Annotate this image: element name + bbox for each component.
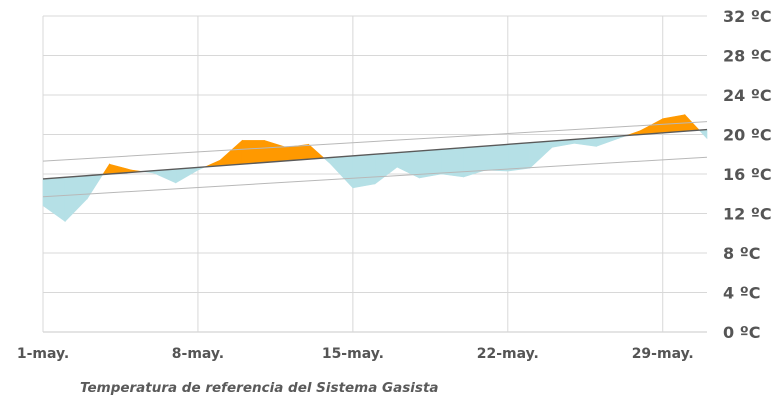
area-below-reference bbox=[352, 153, 376, 189]
x-tick-label: 8-may. bbox=[172, 346, 224, 362]
y-tick-label: 28 ºC bbox=[723, 47, 772, 66]
area-above-reference bbox=[219, 139, 243, 167]
area-below-reference bbox=[330, 155, 354, 189]
chart-title: Temperatura de referencia del Sistema Ga… bbox=[80, 380, 439, 396]
y-tick-label: 16 ºC bbox=[723, 165, 772, 184]
lower-band-line bbox=[42, 156, 708, 198]
area-above-reference bbox=[241, 140, 265, 165]
x-tick-label: 1-may. bbox=[17, 346, 69, 362]
area-below-reference bbox=[64, 175, 88, 223]
reference-line bbox=[42, 128, 708, 180]
area-above-reference bbox=[308, 143, 325, 160]
y-tick-label: 4 ºC bbox=[723, 284, 760, 303]
x-tick-label: 29-may. bbox=[632, 346, 694, 362]
area-below-reference bbox=[463, 145, 486, 178]
y-tick-label: 20 ºC bbox=[723, 126, 772, 145]
upper-band-line bbox=[42, 121, 708, 162]
area-above-reference bbox=[640, 118, 664, 135]
x-tick-label: 22-may. bbox=[477, 346, 539, 362]
area-above-reference bbox=[102, 163, 110, 175]
area-below-reference bbox=[42, 176, 66, 222]
area-below-reference bbox=[507, 142, 531, 172]
area-below-reference bbox=[374, 152, 398, 185]
area-below-reference bbox=[86, 174, 104, 200]
y-tick-label: 8 ºC bbox=[723, 244, 760, 263]
y-axis: 0 ºC 4 ºC 8 ºC 12 ºC 16 ºC 20 ºC 24 ºC 28 ºC 32 … bbox=[723, 7, 772, 342]
area-below-reference bbox=[175, 167, 199, 184]
x-tick-label: 15-may. bbox=[322, 346, 384, 362]
x-axis: 1-may. 8-may. 15-may. 22-may. 29-may. bbox=[17, 346, 694, 362]
y-tick-label: 0 ºC bbox=[723, 323, 760, 342]
area-below-reference bbox=[485, 144, 509, 172]
trend-lines bbox=[42, 121, 708, 198]
y-tick-label: 32 ºC bbox=[723, 7, 772, 26]
y-tick-label: 12 ºC bbox=[723, 205, 772, 224]
area-above-reference bbox=[264, 140, 287, 163]
temperature-areas bbox=[42, 113, 708, 223]
area-below-reference bbox=[529, 140, 553, 169]
y-tick-label: 24 ºC bbox=[723, 86, 772, 105]
